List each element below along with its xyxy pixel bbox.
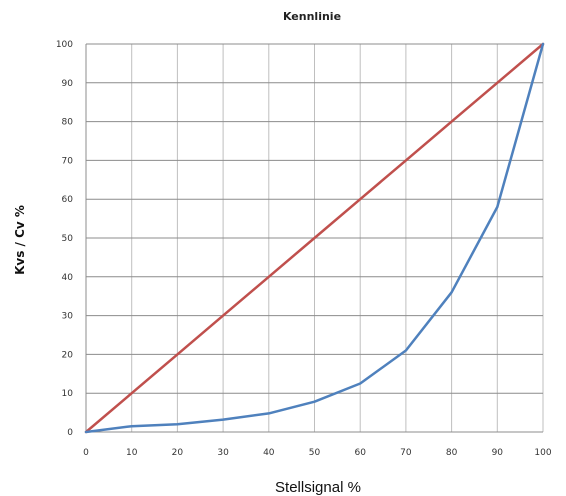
y-tick-label: 100 bbox=[56, 40, 73, 50]
chart-title: Kennlinie bbox=[283, 10, 341, 23]
x-tick-label: 90 bbox=[492, 448, 504, 458]
y-tick-labels: 0 10 20 30 40 50 60 70 80 90 100 bbox=[56, 40, 73, 438]
chart-axes bbox=[85, 44, 543, 433]
y-tick-label: 90 bbox=[62, 79, 74, 89]
x-tick-label: 40 bbox=[263, 448, 275, 458]
x-tick-label: 100 bbox=[534, 448, 551, 458]
x-axis-label: Stellsignal % bbox=[275, 479, 361, 496]
y-tick-label: 20 bbox=[62, 350, 74, 360]
x-tick-label: 0 bbox=[83, 448, 89, 458]
y-tick-label: 50 bbox=[62, 234, 74, 244]
y-tick-label: 10 bbox=[62, 389, 74, 399]
x-tick-label: 80 bbox=[446, 448, 458, 458]
chart-series bbox=[84, 42, 545, 434]
y-axis-label: Kvs / Cv % bbox=[13, 205, 27, 275]
y-tick-label: 0 bbox=[67, 428, 73, 438]
x-tick-label: 50 bbox=[309, 448, 321, 458]
x-tick-label: 10 bbox=[126, 448, 138, 458]
x-tick-label: 30 bbox=[217, 448, 229, 458]
x-tick-label: 20 bbox=[172, 448, 184, 458]
y-tick-label: 60 bbox=[62, 195, 74, 205]
y-tick-label: 80 bbox=[62, 118, 74, 128]
x-tick-labels: 0 10 20 30 40 50 60 70 80 90 100 bbox=[83, 448, 552, 458]
x-tick-label: 70 bbox=[400, 448, 412, 458]
x-tick-label: 60 bbox=[354, 448, 366, 458]
series-line-2 bbox=[84, 42, 545, 434]
y-tick-label: 30 bbox=[62, 312, 74, 322]
y-tick-label: 40 bbox=[62, 273, 74, 283]
y-tick-label: 70 bbox=[62, 156, 74, 166]
